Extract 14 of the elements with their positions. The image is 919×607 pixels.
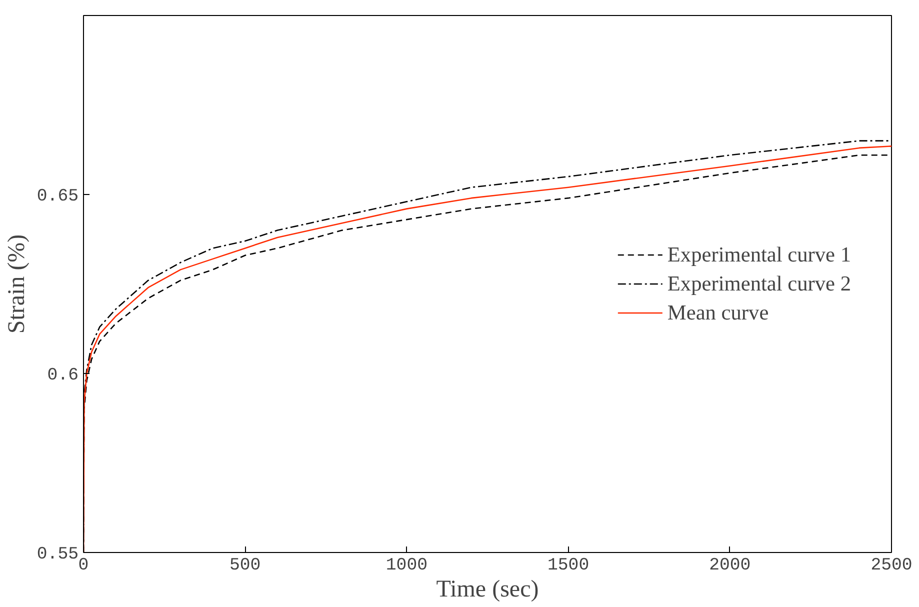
legend-label: Experimental curve 1 — [667, 242, 851, 267]
x-axis-title: Time (sec) — [436, 576, 539, 602]
y-tick-label: 0.6 — [47, 366, 79, 386]
x-tick-label: 2000 — [709, 556, 751, 576]
x-tick-label: 1500 — [548, 556, 590, 576]
y-tick-label: 0.55 — [36, 546, 79, 564]
legend-label: Mean curve — [667, 300, 769, 325]
x-tick-label: 500 — [230, 556, 261, 576]
y-axis-title: Strain (%) — [4, 234, 30, 334]
x-tick-label: 0 — [78, 556, 89, 576]
x-tick-label: 2500 — [870, 556, 912, 576]
legend-label: Experimental curve 2 — [667, 271, 851, 296]
x-tick-label: 1000 — [386, 556, 428, 576]
y-tick-label: 0.65 — [36, 188, 79, 206]
